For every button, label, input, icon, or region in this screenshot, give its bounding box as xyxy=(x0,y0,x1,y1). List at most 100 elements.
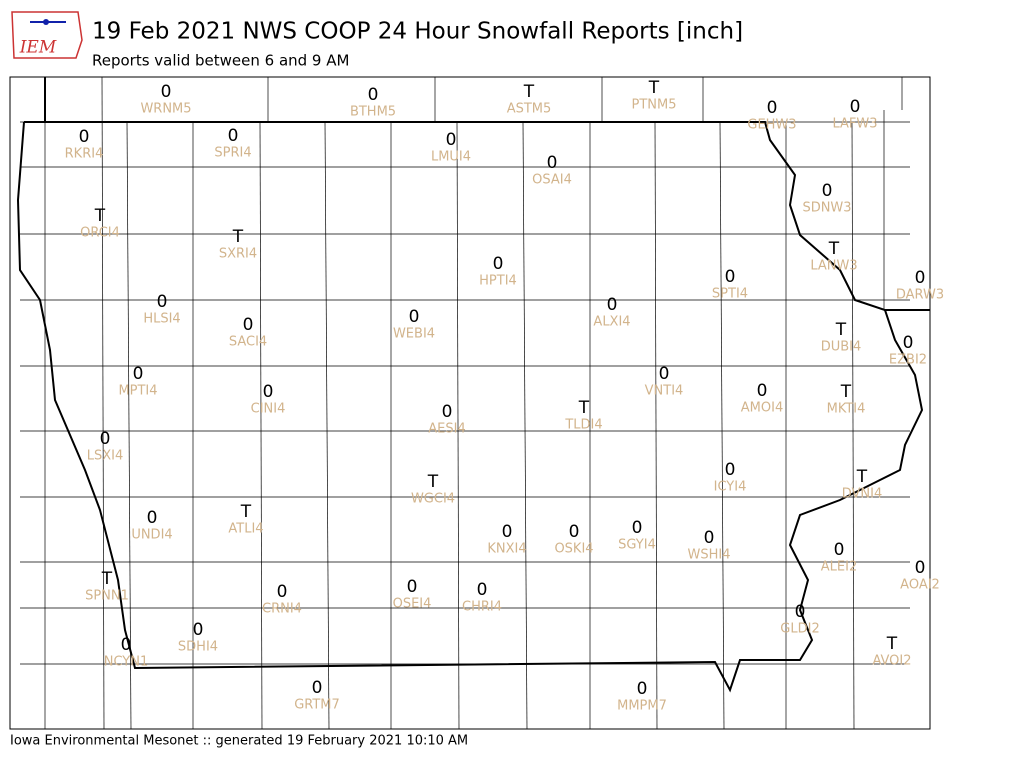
county-line xyxy=(126,121,132,730)
station-value: 0 xyxy=(795,602,806,622)
station-label: ALXI4 xyxy=(593,315,630,330)
station-value: 0 xyxy=(850,97,861,117)
station-value: 0 xyxy=(79,127,90,147)
station-label: AOAI2 xyxy=(900,578,940,593)
station-label: CRNI4 xyxy=(262,602,302,617)
station-value: 0 xyxy=(757,381,768,401)
station-label: SDHI4 xyxy=(178,640,218,655)
station-label: LSXI4 xyxy=(87,449,124,464)
station-value: 0 xyxy=(407,577,418,597)
station-label: HPTI4 xyxy=(479,274,517,289)
station-value: 0 xyxy=(704,528,715,548)
county-line xyxy=(851,121,855,730)
station-value: 0 xyxy=(477,580,488,600)
logo-text: IEM xyxy=(19,38,57,58)
station-value: 0 xyxy=(903,333,914,353)
station-label: SXRI4 xyxy=(219,247,257,262)
state-boundary xyxy=(16,121,924,693)
station-label: SGYI4 xyxy=(618,538,656,553)
station-label: LMUI4 xyxy=(431,150,471,165)
station-label: SPRI4 xyxy=(214,146,251,161)
station-label: DVNI4 xyxy=(842,487,883,502)
county-line xyxy=(522,121,528,730)
station-label: CHRI4 xyxy=(462,600,502,615)
station-value: 0 xyxy=(659,364,670,384)
logo-outline xyxy=(11,11,83,59)
station-label: MMPM7 xyxy=(617,699,667,714)
station-value: T xyxy=(101,569,113,589)
station-value: 0 xyxy=(547,153,558,173)
station-label: RKRI4 xyxy=(65,147,104,162)
station-label: DARW3 xyxy=(896,288,944,303)
station-label: GEHW3 xyxy=(747,118,796,133)
station-value: 0 xyxy=(767,98,778,118)
station-value: 0 xyxy=(368,85,379,105)
station-label: EZBI2 xyxy=(889,353,927,368)
station-value: 0 xyxy=(133,364,144,384)
station-label: CINI4 xyxy=(251,402,286,417)
station-label: MPTI4 xyxy=(118,384,157,399)
county-line xyxy=(456,121,460,730)
title: 19 Feb 2021 NWS COOP 24 Hour Snowfall Re… xyxy=(92,19,743,45)
station-value: 0 xyxy=(409,307,420,327)
station-label: SACI4 xyxy=(229,335,267,350)
stations: WRNM50BTHM50ASTM5TPTNM5TGEHW30LAFW30RKRI… xyxy=(65,78,945,714)
station-label: OSAI4 xyxy=(532,173,572,188)
station-label: OSKI4 xyxy=(554,542,593,557)
station-label: NCYN1 xyxy=(104,655,149,670)
station-label: AVOI2 xyxy=(872,654,911,669)
station-value: 0 xyxy=(121,635,132,655)
station-value: T xyxy=(648,78,660,98)
station-value: 0 xyxy=(637,679,648,699)
station-value: 0 xyxy=(157,292,168,312)
station-label: VNTI4 xyxy=(645,384,684,399)
station-value: 0 xyxy=(915,268,926,288)
station-label: DUBI4 xyxy=(821,340,862,355)
station-value: 0 xyxy=(822,181,833,201)
station-label: SDNW3 xyxy=(802,201,851,216)
station-value: 0 xyxy=(446,130,457,150)
station-value: T xyxy=(523,82,535,102)
basemap xyxy=(9,76,931,730)
county-line xyxy=(719,121,725,730)
station-value: 0 xyxy=(493,254,504,274)
station-label: KNXI4 xyxy=(487,542,526,557)
station-label: WSHI4 xyxy=(688,548,731,563)
station-value: 0 xyxy=(632,518,643,538)
county-line xyxy=(654,121,658,730)
station-label: GLDI2 xyxy=(780,622,819,637)
station-value: 0 xyxy=(502,522,513,542)
station-value: 0 xyxy=(161,82,172,102)
station-value: 0 xyxy=(263,382,274,402)
logo: IEM xyxy=(11,11,83,59)
station-value: 0 xyxy=(228,126,239,146)
station-value: 0 xyxy=(442,402,453,422)
station-label: ICYI4 xyxy=(714,480,747,495)
county-line xyxy=(259,121,263,730)
station-value: 0 xyxy=(100,429,111,449)
station-label: LANW3 xyxy=(810,259,857,274)
map-frame xyxy=(9,76,931,730)
station-value: 0 xyxy=(147,508,158,528)
station-value: 0 xyxy=(277,582,288,602)
station-value: T xyxy=(240,502,252,522)
station-value: 0 xyxy=(915,558,926,578)
station-label: UNDI4 xyxy=(131,528,172,543)
station-label: AMOI4 xyxy=(741,401,783,416)
station-label: OSEI4 xyxy=(393,597,432,612)
station-label: BTHM5 xyxy=(350,105,396,120)
station-label: GRTM7 xyxy=(294,698,340,713)
logo-dot xyxy=(43,19,49,25)
station-label: WRNM5 xyxy=(140,102,191,117)
station-value: T xyxy=(840,382,852,402)
station-label: PTNM5 xyxy=(632,98,677,113)
county-line xyxy=(101,76,105,730)
station-value: T xyxy=(828,239,840,259)
station-label: MKTI4 xyxy=(827,402,866,417)
station-label: WGCI4 xyxy=(411,492,455,507)
station-label: HLSI4 xyxy=(143,312,180,327)
station-label: TLDI4 xyxy=(564,418,602,433)
station-value: T xyxy=(94,206,106,226)
